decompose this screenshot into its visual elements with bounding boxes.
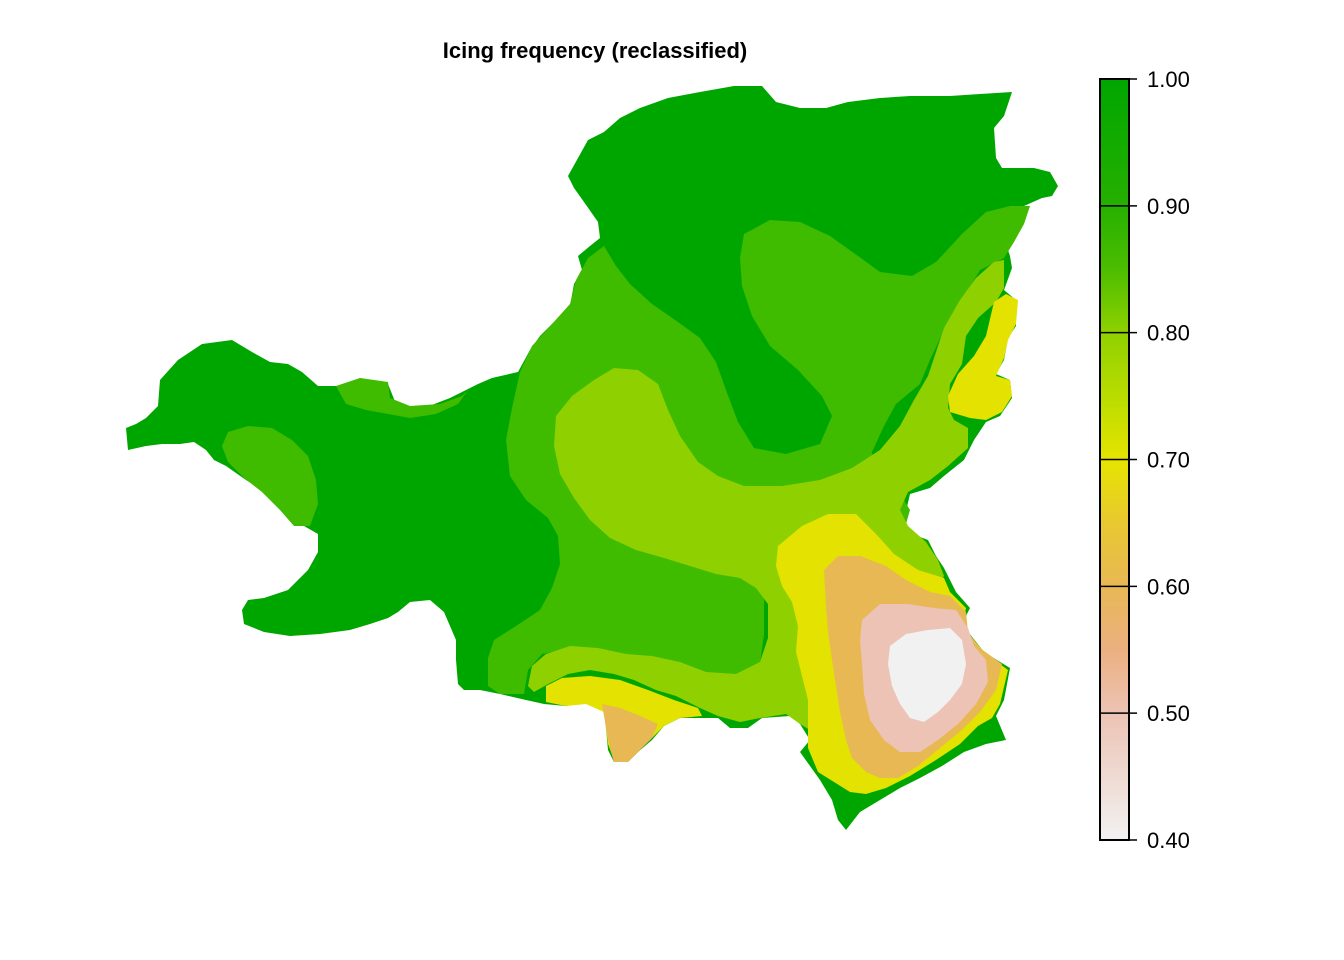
region-white-core [888,628,966,722]
legend-tick-label: 0.70 [1147,448,1190,473]
legend-tick-label: 0.80 [1147,321,1190,346]
legend-tick-label: 0.90 [1147,194,1190,219]
region-west-pocket [222,426,318,526]
map-title: Icing frequency (reclassified) [442,38,748,63]
region-central-band [488,206,1030,694]
region-east-yellow-strip [948,294,1018,420]
legend-ticks: 1.00 0.90 0.80 0.70 0.60 0.50 0.40 [1100,67,1190,853]
legend-tick-label: 1.00 [1147,67,1190,92]
legend-tick-label: 0.50 [1147,701,1190,726]
legend-tick-label: 0.60 [1147,574,1190,599]
region-nw-strip [336,378,468,418]
legend-tick-label: 0.40 [1147,828,1190,853]
region-orange-south [602,704,658,762]
